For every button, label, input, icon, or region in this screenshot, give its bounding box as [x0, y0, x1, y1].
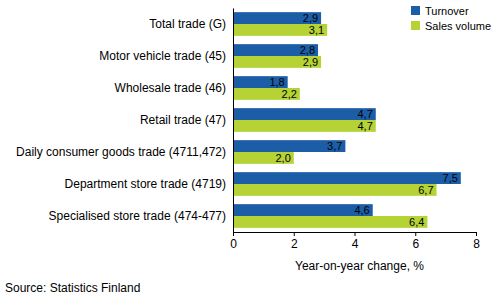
data-label: 4,7 — [357, 120, 372, 132]
x-tick-mark — [294, 232, 295, 236]
legend-item: Sales volume — [411, 20, 491, 32]
data-label: 6,4 — [409, 216, 424, 228]
data-labels: 2,92,81,84,73,77,54,63,12,92,24,72,06,76… — [269, 12, 457, 228]
category-label: Motor vehicle trade (45) — [99, 49, 226, 63]
plot: 2,92,81,84,73,77,54,63,12,92,24,72,06,76… — [16, 9, 480, 251]
y-tick: Department store trade (4719) — [65, 177, 233, 191]
legend-label: Sales volume — [425, 20, 491, 32]
bars — [233, 12, 461, 228]
x-axis-line — [234, 233, 477, 237]
x-tick-mark — [233, 232, 234, 236]
bar — [233, 152, 294, 164]
x-tick: 6 — [412, 232, 419, 251]
legend-label: Turnover — [425, 5, 469, 17]
bar — [233, 88, 300, 100]
y-tick: Retail trade (47) — [140, 113, 233, 127]
x-tick-label: 4 — [352, 237, 359, 251]
bar — [233, 120, 376, 132]
legend-swatch — [411, 21, 420, 30]
x-tick-label: 6 — [412, 237, 419, 251]
y-tick: Motor vehicle trade (45) — [99, 49, 233, 63]
x-tick-label: 8 — [473, 237, 480, 251]
category-label: Daily consumer goods trade (4711,472) — [16, 145, 226, 159]
y-axis: Total trade (G) Motor vehicle trade (45) W… — [16, 9, 233, 233]
data-label: 2,9 — [303, 56, 318, 68]
data-label: 7,5 — [443, 172, 458, 184]
bar — [233, 12, 321, 24]
data-label: 4,6 — [354, 204, 369, 216]
category-label: Total trade (G) — [149, 17, 226, 31]
bar — [233, 216, 427, 228]
x-tick: 0 — [230, 232, 237, 251]
source: Source: Statistics Finland — [5, 281, 140, 295]
data-label: 1,8 — [269, 76, 284, 88]
x-axis-title: Year-on-year change, % — [295, 259, 424, 273]
x-tick: 2 — [291, 232, 298, 251]
data-label: 2,0 — [275, 152, 290, 164]
category-label: Retail trade (47) — [140, 113, 226, 127]
data-label: 2,9 — [303, 12, 318, 24]
x-tick-mark — [415, 232, 416, 236]
bar — [233, 204, 373, 216]
bar — [233, 140, 345, 152]
chart: 2,92,81,84,73,77,54,63,12,92,24,72,06,76… — [0, 0, 493, 304]
category-label: Wholesale trade (46) — [115, 81, 226, 95]
bar — [233, 172, 461, 184]
legend-swatch — [411, 6, 420, 15]
category-label: Specialised store trade (474-477) — [49, 209, 226, 223]
y-tick: Specialised store trade (474-477) — [49, 209, 233, 223]
x-tick-label: 2 — [291, 237, 298, 251]
bar — [233, 184, 437, 196]
x-tick-label: 0 — [230, 237, 237, 251]
x-tick-mark — [355, 232, 356, 236]
data-label: 4,7 — [357, 108, 372, 120]
y-tick: Daily consumer goods trade (4711,472) — [16, 145, 233, 159]
legend-item: Turnover — [411, 5, 469, 17]
y-axis-line — [233, 9, 234, 233]
category-label: Department store trade (4719) — [65, 177, 226, 191]
y-tick: Total trade (G) — [149, 17, 233, 31]
x-tick: 4 — [352, 232, 359, 251]
bar — [233, 24, 327, 36]
x-tick: 8 — [473, 232, 480, 251]
legend: Turnover Sales volume — [411, 5, 491, 32]
bar — [233, 44, 318, 56]
data-label: 6,7 — [418, 184, 433, 196]
data-label: 3,7 — [327, 140, 342, 152]
data-label: 2,8 — [300, 44, 315, 56]
data-label: 2,2 — [282, 88, 297, 100]
bar — [233, 56, 321, 68]
data-label: 3,1 — [309, 24, 324, 36]
x-axis: 0 2 4 6 8 — [230, 232, 480, 251]
x-tick-mark — [476, 232, 477, 236]
y-tick: Wholesale trade (46) — [115, 81, 233, 95]
bar — [233, 76, 288, 88]
bar — [233, 108, 376, 120]
